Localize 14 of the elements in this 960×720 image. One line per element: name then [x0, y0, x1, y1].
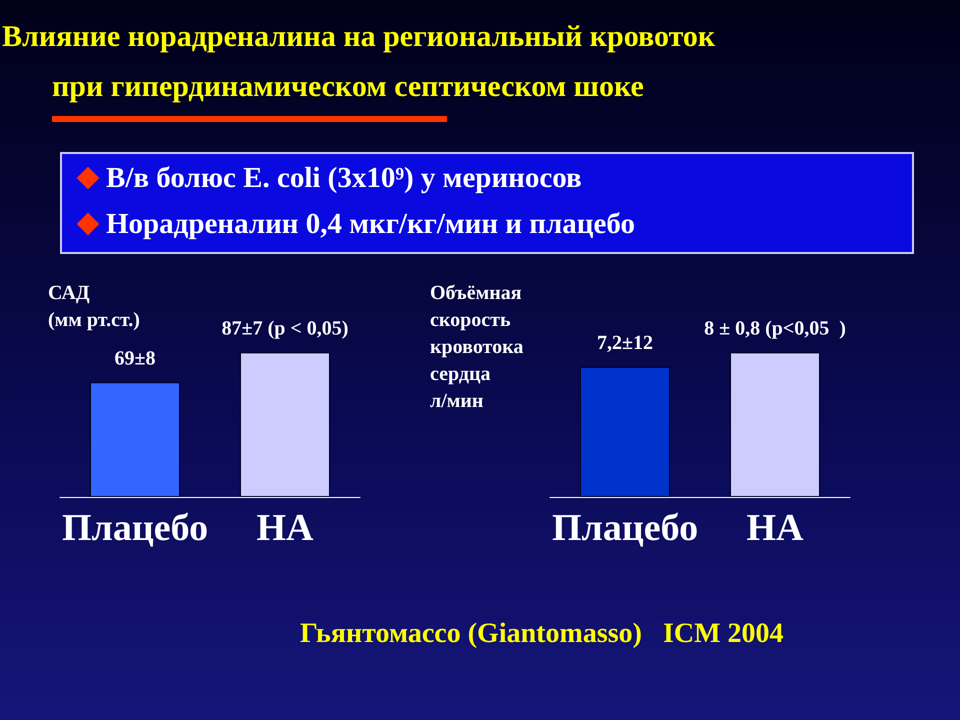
- data-label: 7,2±12: [597, 332, 653, 354]
- text: В/в болюс E. coli (3x10⁹) у мериносов: [106, 161, 582, 196]
- data-label: 87±7 (p < 0,05): [222, 317, 348, 340]
- data-label: 8 ± 0,8 (p<0,05 ): [704, 317, 846, 340]
- y-axis-title: Объёмная скорость кровотока сердца л/мин: [430, 281, 524, 414]
- text: Норадреналин 0,4 мкг/кг/мин и плацебо: [106, 207, 635, 242]
- x-tick-label: Плацебо: [552, 507, 698, 549]
- data-label: 69±8: [114, 347, 156, 370]
- text: Гьянтомассо (Giantomasso) ICM 2004: [300, 618, 784, 650]
- x-tick-label: НА: [256, 507, 314, 549]
- x-tick-label: Плацебо: [62, 507, 208, 549]
- y-axis-title: САД (мм рт.ст.): [48, 281, 140, 333]
- x-tick-label: НА: [746, 507, 804, 549]
- chart-title: Влияние норадреналина на региональный кровоток при гипердинамическом септическом шоке: [1, 19, 716, 105]
